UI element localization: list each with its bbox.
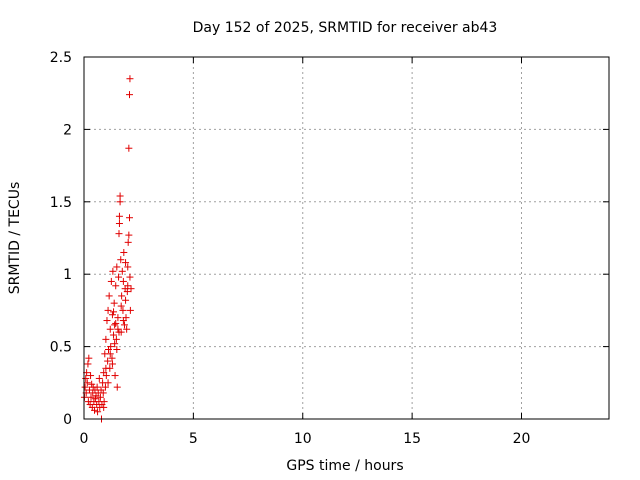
data-point xyxy=(115,212,123,220)
data-point xyxy=(111,340,119,348)
data-point xyxy=(107,277,115,285)
data-point xyxy=(84,360,92,368)
data-point xyxy=(99,389,107,397)
plot-frame xyxy=(83,56,610,420)
data-point xyxy=(104,379,112,387)
data-point xyxy=(115,220,123,228)
data-point xyxy=(126,214,133,222)
data-point xyxy=(108,360,116,368)
data-point xyxy=(113,383,121,391)
data-point xyxy=(126,75,134,83)
data-point xyxy=(107,343,115,351)
data-point xyxy=(124,263,132,271)
data-point xyxy=(122,259,130,267)
data-point xyxy=(126,91,133,99)
data-point xyxy=(122,296,130,304)
data-point xyxy=(113,345,121,353)
data-point xyxy=(104,357,112,365)
data-point xyxy=(81,383,89,391)
data-point xyxy=(115,230,123,238)
data-point xyxy=(112,319,120,327)
data-point xyxy=(102,364,110,372)
data-point xyxy=(123,325,131,333)
data-point xyxy=(127,285,135,293)
y-tick-label: 1 xyxy=(63,267,72,283)
data-point xyxy=(88,380,96,388)
data-point xyxy=(101,383,109,391)
data-points xyxy=(80,75,135,423)
data-point xyxy=(91,406,98,414)
x-tick-label: 0 xyxy=(80,431,89,447)
data-point xyxy=(116,192,124,200)
data-point xyxy=(110,331,118,339)
data-point xyxy=(117,256,125,264)
data-point xyxy=(102,372,110,380)
data-point xyxy=(124,238,132,246)
data-point xyxy=(120,248,128,256)
chart-title: Day 152 of 2025, SRMTID for receiver ab4… xyxy=(193,20,498,36)
data-point xyxy=(118,267,126,275)
data-point xyxy=(103,317,111,325)
y-tick-label: 0.5 xyxy=(50,340,72,356)
data-point xyxy=(110,299,118,307)
data-point xyxy=(83,379,91,387)
data-point xyxy=(96,393,104,401)
data-point xyxy=(104,306,112,314)
data-point xyxy=(106,350,114,358)
data-point xyxy=(100,403,108,411)
data-point xyxy=(119,277,127,285)
data-point xyxy=(118,292,126,300)
data-point xyxy=(115,273,123,281)
data-point xyxy=(87,393,95,401)
x-axis-label: GPS time / hours xyxy=(286,458,403,474)
data-point xyxy=(87,372,95,380)
x-tick-label: 5 xyxy=(189,431,198,447)
data-point xyxy=(105,292,113,300)
x-tick-label: 10 xyxy=(294,431,312,447)
data-point xyxy=(119,317,127,325)
data-point xyxy=(119,306,127,314)
data-point xyxy=(108,311,116,319)
data-point xyxy=(115,328,123,336)
data-point xyxy=(117,302,125,310)
data-point xyxy=(125,231,133,239)
y-tick-label: 0 xyxy=(63,412,72,428)
grid-lines xyxy=(84,57,609,419)
axis-ticks: 0 5 10 15 20 0 0.5 1 1.5 2 2.5 xyxy=(50,50,609,447)
data-point xyxy=(93,383,101,391)
data-point xyxy=(95,374,103,382)
y-tick-label: 1.5 xyxy=(50,195,72,211)
data-point xyxy=(125,144,133,152)
y-tick-label: 2 xyxy=(63,122,72,138)
data-point xyxy=(111,321,119,329)
data-point xyxy=(94,408,102,416)
data-point xyxy=(120,321,128,329)
data-point xyxy=(126,306,134,314)
data-point xyxy=(110,308,118,316)
x-tick-label: 20 xyxy=(513,431,531,447)
data-point xyxy=(112,282,120,290)
data-point xyxy=(126,273,134,281)
x-tick-label: 15 xyxy=(403,431,421,447)
data-point xyxy=(91,395,99,403)
data-point xyxy=(82,374,90,382)
y-axis-label: SRMTID / TECUs xyxy=(7,182,23,295)
data-point xyxy=(124,282,132,290)
data-point xyxy=(114,314,122,322)
data-point xyxy=(109,267,117,275)
data-point xyxy=(111,372,119,380)
data-point xyxy=(114,325,122,333)
data-point xyxy=(113,263,121,271)
data-point xyxy=(85,354,93,362)
data-point xyxy=(106,325,114,333)
data-point xyxy=(112,335,120,343)
y-tick-label: 2.5 xyxy=(50,50,72,66)
data-point xyxy=(102,335,110,343)
